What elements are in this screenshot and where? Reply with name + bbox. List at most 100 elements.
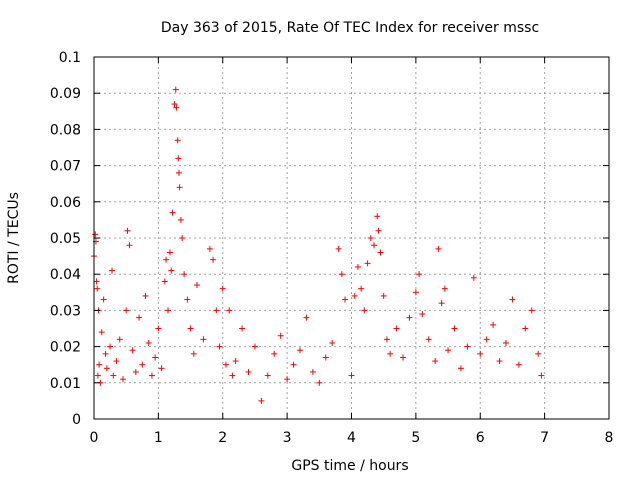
data-point [309,368,316,375]
data-point [496,358,503,365]
data-point [538,372,545,379]
data-point [348,372,355,379]
data-point [123,307,130,314]
data-point [169,209,176,216]
data-point [155,325,162,332]
data-point [176,184,183,191]
data-point [200,336,207,343]
y-tick-label: 0.08 [50,122,81,138]
data-point [179,235,186,241]
x-tick-label: 1 [154,430,163,446]
data-point [503,339,509,346]
data-point [177,216,184,223]
data-point [371,242,378,249]
data-point [124,227,131,234]
data-point [416,271,423,278]
data-point [351,292,358,299]
data-point [342,296,349,303]
data-point [361,307,368,314]
data-point [245,368,252,375]
y-tick-label: 0.03 [50,303,81,319]
chart-title: Day 363 of 2015, Rate Of TEC Index for r… [161,20,539,36]
data-point [107,343,114,350]
data-point [102,350,109,357]
data-point [210,256,217,263]
data-point [358,285,365,292]
data-point [184,296,191,303]
y-tick-label: 0.09 [50,86,81,102]
axis-ticks [93,56,610,420]
x-tick-label: 3 [283,430,292,446]
data-point [145,339,152,346]
data-point [103,365,110,372]
data-point [239,325,246,332]
data-point [119,376,126,383]
data-point [126,242,133,249]
data-point [522,325,529,332]
y-tick-label: 0 [72,412,81,428]
data-point [322,354,329,361]
data-point [163,256,170,263]
data-point [412,289,419,296]
x-tick-labels: 0 1 2 3 4 5 6 7 8 [90,430,614,446]
data-point [110,372,117,379]
y-tick-label: 0.05 [50,231,81,247]
data-point [232,358,239,365]
data-point [251,343,258,350]
data-point [158,365,165,372]
data-point [367,235,374,241]
data-point [387,350,394,357]
data-point [400,354,406,361]
data-point [174,137,181,144]
data-point [441,285,448,292]
data-point [303,314,310,321]
data-point [451,325,458,332]
data-point [194,282,200,289]
x-tick-label: 2 [218,430,227,446]
data-point [93,278,100,285]
data-point [96,361,103,368]
data-point [329,339,336,346]
data-point [445,347,452,354]
data-point [166,249,173,256]
data-point [109,267,116,274]
data-point [457,365,464,372]
data-point [535,350,542,357]
data-point [132,368,139,375]
data-point [219,285,226,292]
grid-lines [94,57,609,419]
data-point [383,336,390,343]
data-point [470,274,477,281]
data-point [168,267,175,274]
data-point [171,101,178,108]
data-point [94,285,101,292]
data-point [229,372,236,379]
data-point [113,358,120,365]
data-point [258,397,265,404]
data-point [284,376,291,383]
data-point [515,361,522,368]
y-tick-label: 0.1 [59,50,81,66]
data-point [528,307,535,314]
data-point [419,311,426,318]
data-point [354,263,361,270]
data-point [98,329,105,336]
data-point [181,271,188,278]
data-point [165,307,172,314]
data-point [297,347,303,354]
data-point [142,292,149,299]
data-point [393,325,400,332]
data-point [190,350,197,357]
data-point [161,278,168,285]
x-tick-label: 5 [411,430,420,446]
data-point [136,314,143,321]
data-point [375,227,382,234]
data-point [116,336,123,343]
data-point [92,231,99,238]
x-tick-label: 7 [540,430,549,446]
data-point [483,336,490,343]
y-tick-label: 0.06 [50,195,81,211]
data-point [148,372,155,379]
data-point [213,307,220,314]
